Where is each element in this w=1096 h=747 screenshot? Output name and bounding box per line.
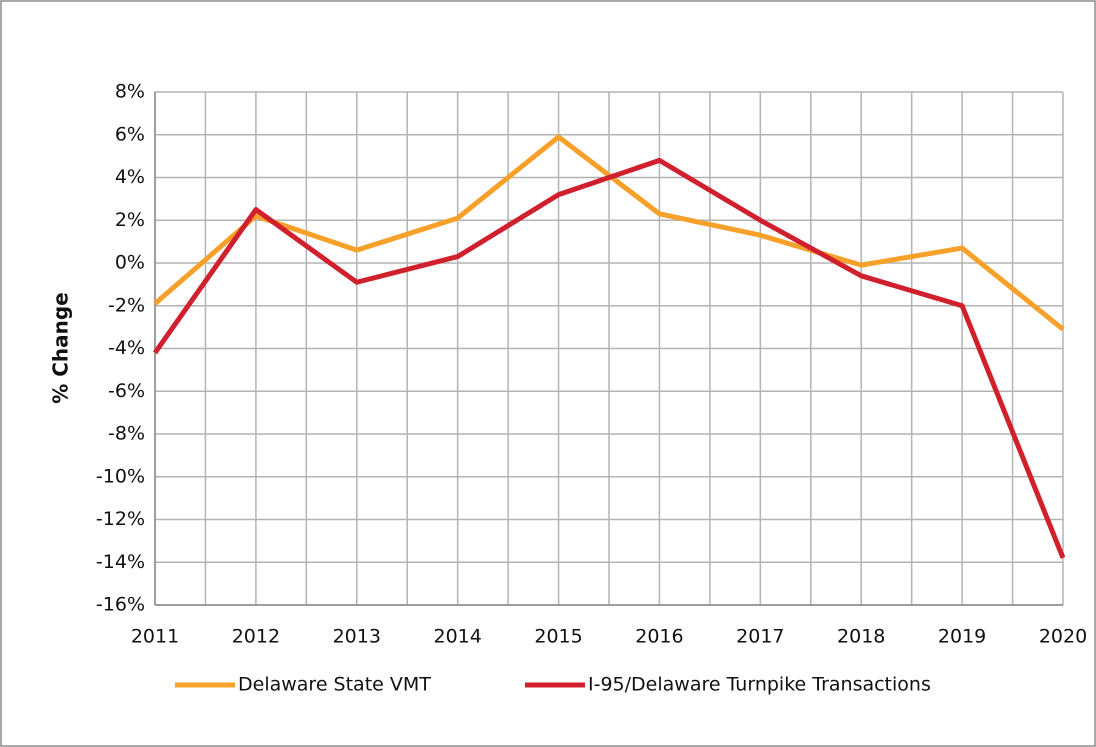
y-tick-label: -2%: [108, 294, 145, 316]
x-tick-label: 2020: [1039, 626, 1087, 648]
y-tick-label: -12%: [96, 508, 145, 530]
x-tick-label: 2017: [736, 626, 784, 648]
x-tick-label: 2014: [433, 626, 481, 648]
legend-label: Delaware State VMT: [238, 674, 431, 696]
x-tick-label: 2019: [938, 626, 986, 648]
y-tick-label: 4%: [115, 166, 145, 188]
y-tick-label: -8%: [108, 423, 145, 445]
y-tick-label: 8%: [115, 81, 145, 103]
x-tick-label: 2018: [837, 626, 885, 648]
y-tick-label: 6%: [115, 123, 145, 145]
x-tick-label: 2013: [333, 626, 381, 648]
legend-label: I-95/Delaware Turnpike Transactions: [588, 674, 931, 696]
x-tick-label: 2016: [635, 626, 683, 648]
y-tick-label: -10%: [96, 465, 145, 487]
y-tick-label: -6%: [108, 380, 145, 402]
y-tick-label: -16%: [96, 594, 145, 616]
x-tick-label: 2012: [232, 626, 280, 648]
y-tick-label: -4%: [108, 337, 145, 359]
y-axis-label: % Change: [49, 292, 73, 404]
data-line: [152, 157, 1066, 559]
y-tick-label: 2%: [115, 209, 145, 231]
x-tick-label: 2015: [534, 626, 582, 648]
y-tick-label: -14%: [96, 551, 145, 573]
x-tick-label: 2011: [131, 626, 179, 648]
y-tick-label: 0%: [115, 252, 145, 274]
